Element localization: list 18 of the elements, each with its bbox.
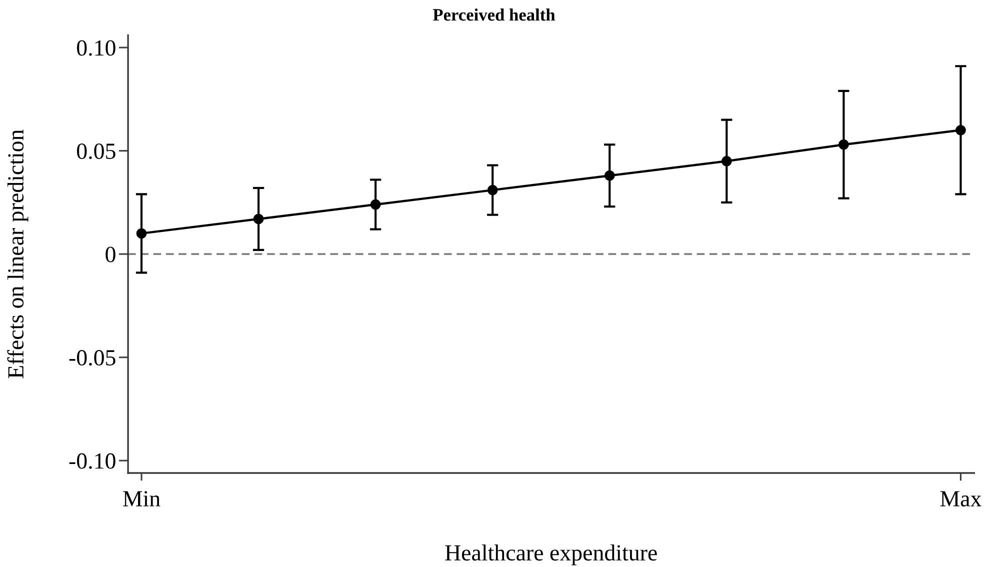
x-axis-title: Healthcare expenditure [445, 544, 657, 566]
x-tick-label: Max [940, 491, 982, 506]
y-tick-label: 0 [106, 246, 116, 262]
point [136, 228, 147, 239]
y-tick-label: 0.05 [77, 144, 116, 160]
point [487, 184, 498, 196]
point [370, 199, 381, 210]
y-tick-label: 0.10 [77, 40, 116, 56]
point [604, 170, 615, 181]
x-tick-label: Min [123, 491, 160, 506]
y-tick-label: -0.05 [69, 350, 116, 366]
point [838, 139, 849, 150]
y-tick-label: -0.10 [69, 453, 116, 469]
chart-title: Perceived health [432, 8, 556, 21]
y-axis-title: Effects on linear prediction [7, 130, 28, 378]
point [956, 124, 966, 136]
point [721, 156, 732, 166]
point [253, 214, 264, 224]
